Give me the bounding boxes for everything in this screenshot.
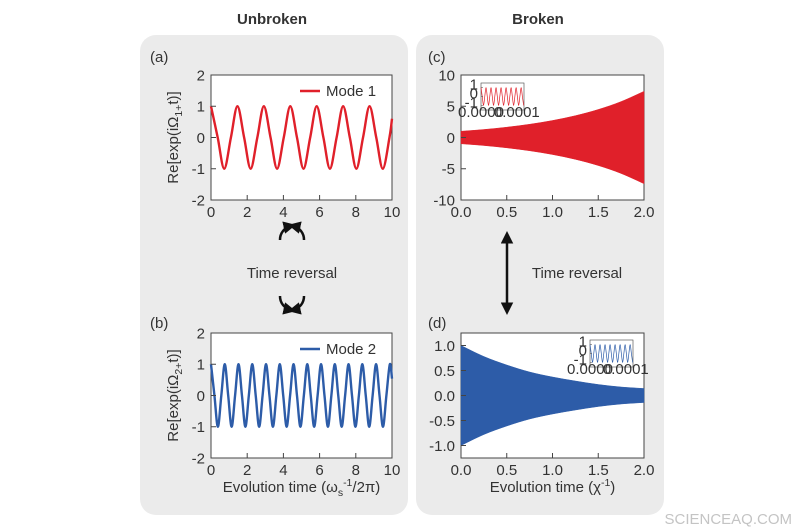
label-part: Re[exp(iΩ — [165, 375, 182, 442]
data-line — [209, 105, 394, 170]
y-tick-label: -0.5 — [429, 413, 455, 430]
label-part: Evolution time (ω — [223, 479, 338, 496]
x-tick-label: 2 — [243, 204, 251, 221]
data-line — [209, 362, 394, 428]
legend-label: Mode 1 — [326, 83, 376, 100]
x-tick-label: 0.0001 — [603, 361, 649, 378]
x-tick-label: 2 — [243, 462, 251, 479]
y-tick-label: 0.5 — [434, 363, 455, 380]
x-axis-label: Evolution time (ωs-1/2π) — [223, 477, 381, 499]
x-tick-label: 0 — [207, 204, 215, 221]
x-tick-label: 0.5 — [496, 204, 517, 221]
y-tick-label: 10 — [438, 67, 455, 84]
arrow-label: Time reversal — [532, 265, 622, 282]
x-tick-label: 0 — [207, 462, 215, 479]
header: Unbroken — [237, 11, 307, 28]
x-tick-label: 8 — [352, 462, 360, 479]
label-part: Evolution time (χ — [490, 479, 601, 496]
arrow-label: Time reversal — [247, 265, 337, 282]
y-axis-label: Re[exp(iΩ2+t)] — [165, 349, 185, 441]
x-tick-label: 6 — [315, 462, 323, 479]
data-line — [480, 87, 524, 106]
y-tick-label: 1 — [470, 77, 478, 94]
x-tick-label: 10 — [384, 462, 401, 479]
y-tick-label: -5 — [442, 161, 455, 178]
panel-label: (a) — [150, 49, 168, 66]
y-tick-label: 1 — [197, 99, 205, 116]
x-tick-label: 0.0000 — [567, 361, 613, 378]
y-tick-label: -2 — [192, 450, 205, 467]
y-tick-label: -1 — [465, 95, 478, 112]
label-part: /2π) — [352, 479, 380, 496]
x-tick-label: 0.0001 — [494, 104, 540, 121]
x-tick-label: 4 — [279, 204, 287, 221]
data-line — [589, 344, 633, 363]
label-part: t)] — [165, 91, 182, 104]
y-tick-label: 1.0 — [434, 338, 455, 355]
y-tick-label: 0 — [197, 130, 205, 147]
x-tick-label: 0.0 — [451, 204, 472, 221]
y-tick-label: -1.0 — [429, 438, 455, 455]
watermark: SCIENCEAQ.COM — [664, 511, 792, 528]
y-tick-label: 0 — [447, 130, 455, 147]
y-tick-label: 1 — [197, 357, 205, 374]
y-axis-label: Re[exp(iΩ1+t)] — [165, 91, 185, 183]
reversal-arrows — [278, 221, 514, 315]
x-tick-label: 1.0 — [542, 462, 563, 479]
panel-label: (b) — [150, 315, 168, 332]
y-tick-label: 0.0 — [434, 388, 455, 405]
x-tick-label: 1.0 — [542, 204, 563, 221]
x-tick-label: 0.0000 — [458, 104, 504, 121]
y-tick-label: 5 — [447, 99, 455, 116]
y-tick-label: 1 — [579, 334, 587, 351]
panel-label: (d) — [428, 315, 446, 332]
x-tick-label: 4 — [279, 462, 287, 479]
y-tick-label: 0 — [197, 388, 205, 405]
x-tick-label: 2.0 — [634, 462, 655, 479]
label-part: s — [338, 487, 343, 499]
y-tick-label: 0 — [470, 86, 478, 103]
x-tick-label: 10 — [384, 204, 401, 221]
label-part: 1+ — [173, 105, 185, 117]
x-tick-label: 2.0 — [634, 204, 655, 221]
label-part: ) — [610, 479, 615, 496]
panel-label: (c) — [428, 49, 446, 66]
y-tick-label: -1 — [574, 352, 587, 369]
y-tick-label: 2 — [197, 325, 205, 342]
x-tick-label: 1.5 — [588, 462, 609, 479]
x-tick-label: 8 — [352, 204, 360, 221]
y-tick-label: 0 — [579, 343, 587, 360]
y-tick-label: 2 — [197, 67, 205, 84]
x-tick-label: 1.5 — [588, 204, 609, 221]
y-tick-label: -2 — [192, 192, 205, 209]
label-part: -1 — [601, 477, 610, 489]
label-part: 2+ — [173, 363, 185, 375]
label-part: -1 — [343, 477, 352, 489]
header: Broken — [512, 11, 564, 28]
data-band — [460, 90, 645, 185]
label-part: t)] — [165, 349, 182, 362]
y-tick-label: -1 — [192, 161, 205, 178]
x-tick-label: 6 — [315, 204, 323, 221]
y-tick-label: -10 — [433, 192, 455, 209]
y-tick-label: -1 — [192, 419, 205, 436]
data-band — [460, 345, 645, 446]
x-axis-label: Evolution time (χ-1) — [490, 477, 616, 496]
x-tick-label: 0.5 — [496, 462, 517, 479]
legend-label: Mode 2 — [326, 341, 376, 358]
label-part: Re[exp(iΩ — [165, 117, 182, 184]
x-tick-label: 0.0 — [451, 462, 472, 479]
